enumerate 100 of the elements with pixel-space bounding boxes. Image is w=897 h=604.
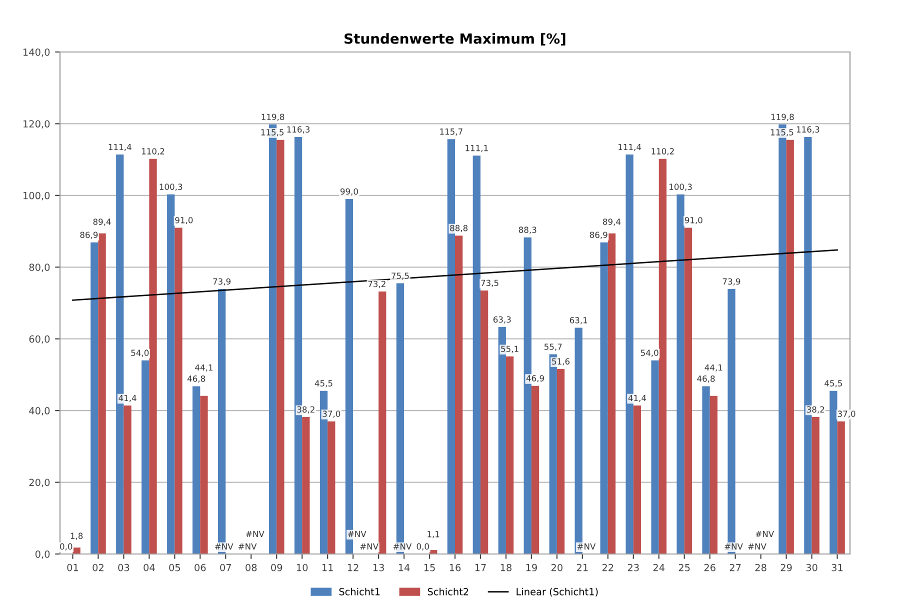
- data-label: 111,4: [618, 144, 642, 152]
- data-label: 41,4: [628, 394, 646, 402]
- y-tick-label: 40,0: [29, 407, 50, 416]
- data-label: 91,0: [684, 217, 702, 224]
- chart-title: Stundenwerte Maximum [%]: [344, 33, 566, 46]
- bar: [124, 406, 132, 554]
- x-tick-label: 03: [118, 564, 130, 572]
- bar: [710, 396, 718, 554]
- bar: [472, 156, 480, 554]
- text: #NV: [756, 530, 774, 537]
- bar: [174, 228, 182, 554]
- bar: [378, 292, 386, 554]
- data-label: 73,5: [481, 280, 498, 287]
- y-tick-label: 120,0: [24, 120, 50, 129]
- x-tick-label: 23: [628, 564, 639, 572]
- data-label: 0,0: [416, 543, 429, 550]
- y-tick-label: 100,0: [24, 192, 50, 200]
- y-tick-label: 140,0: [24, 48, 50, 57]
- x-tick-label: 14: [398, 564, 410, 572]
- x-tick-label: 31: [832, 564, 843, 572]
- data-label: 75,5: [392, 272, 409, 280]
- bar: [200, 396, 208, 554]
- data-label: 41,4: [118, 394, 136, 402]
- y-tick-label: 80,0: [29, 264, 50, 272]
- y-tick-label: 0,0: [35, 550, 50, 559]
- x-tick-label: 20: [551, 564, 562, 572]
- x-tick-label: 01: [67, 564, 78, 572]
- data-label: 46,8: [187, 375, 206, 383]
- text: #NV: [360, 543, 378, 550]
- x-tick-label: 12: [348, 564, 358, 572]
- x-tick-label: 27: [730, 564, 741, 572]
- data-label: 115,7: [440, 128, 462, 136]
- data-label: 115,5: [261, 129, 284, 136]
- data-label: 88,3: [518, 226, 536, 234]
- x-tick-label: 02: [92, 564, 104, 572]
- x-tick-label: 21: [576, 564, 588, 572]
- x-tick-label: 05: [169, 564, 180, 572]
- bar: [167, 194, 175, 554]
- data-label: 55,7: [544, 344, 562, 351]
- data-label: 55,1: [501, 346, 518, 353]
- data-label: 119,8: [771, 114, 794, 121]
- y-tick-label: 20,0: [29, 478, 50, 488]
- x-tick-label: 16: [450, 564, 461, 572]
- bar: [600, 242, 608, 554]
- data-label: 63,3: [493, 316, 511, 324]
- data-label: 37,0: [322, 410, 340, 418]
- data-label: 37,0: [838, 410, 856, 418]
- bar: [98, 233, 106, 554]
- data-label: 54,0: [640, 350, 658, 357]
- data-label: 73,2: [368, 280, 386, 288]
- data-label: 116,3: [796, 126, 820, 134]
- data-label: 88,8: [450, 224, 468, 232]
- bar: [192, 386, 200, 554]
- bar: [328, 421, 336, 554]
- data-label: 116,3: [287, 126, 310, 134]
- x-tick-label: 18: [500, 564, 512, 572]
- x-tick-label: 09: [271, 564, 282, 572]
- bar: [702, 386, 710, 554]
- x-tick-label: 30: [806, 564, 818, 572]
- bar: [480, 290, 488, 554]
- x-tick-label: 22: [602, 564, 614, 572]
- data-label: 1,1: [428, 531, 440, 538]
- bar: [506, 356, 514, 554]
- bar: [633, 406, 642, 554]
- text: #NV: [215, 543, 234, 550]
- x-tick-label: 26: [704, 564, 716, 572]
- data-label: 119,8: [262, 114, 284, 121]
- data-label: 44,1: [704, 364, 722, 372]
- data-label: 0,0: [60, 543, 72, 550]
- data-label: 38,2: [297, 406, 314, 414]
- x-tick-label: 07: [220, 564, 231, 572]
- data-label: 73,9: [722, 278, 740, 286]
- x-tick-label: 29: [780, 564, 792, 572]
- bar: [684, 228, 692, 554]
- data-label: 86,9: [590, 232, 608, 239]
- data-label: 100,3: [160, 184, 182, 191]
- bar: [837, 421, 845, 554]
- x-tick-label: 24: [653, 564, 665, 572]
- x-tick-label: 13: [373, 564, 384, 572]
- text: #NV: [393, 543, 412, 550]
- bar: [302, 417, 310, 554]
- y-tick-label: 60,0: [29, 335, 50, 344]
- data-label: 100,3: [670, 184, 692, 191]
- bar: [149, 158, 157, 554]
- data-label: 99,0: [340, 188, 358, 196]
- bar: [651, 360, 659, 554]
- data-label: 45,5: [314, 380, 332, 388]
- text: #NV: [748, 543, 766, 550]
- data-label: 46,8: [697, 375, 715, 383]
- data-label: 73,9: [213, 278, 231, 286]
- text: #NV: [348, 530, 366, 537]
- legend-label: Linear (Schicht1): [516, 588, 598, 597]
- x-tick-label: 28: [755, 564, 766, 572]
- text: #NV: [238, 543, 257, 550]
- bar: [455, 236, 463, 554]
- data-label: 91,0: [175, 217, 193, 224]
- text: #NV: [246, 530, 264, 537]
- bar: [676, 194, 684, 554]
- data-label: 44,1: [195, 364, 212, 372]
- x-tick-label: 19: [526, 564, 537, 572]
